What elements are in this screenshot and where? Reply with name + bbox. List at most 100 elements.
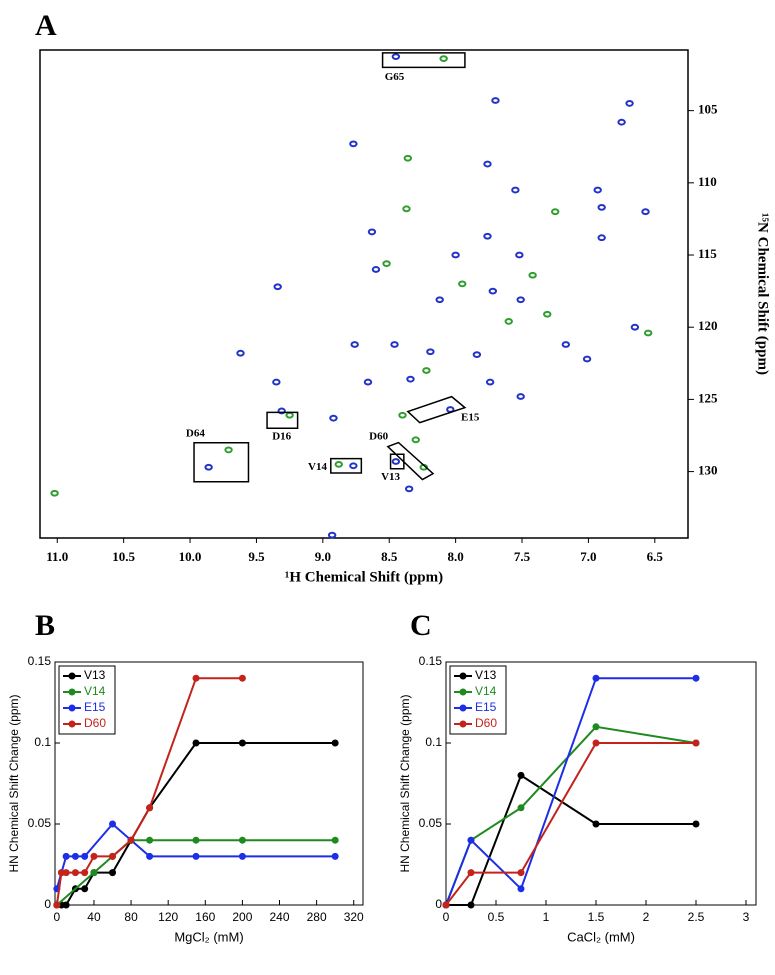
peak xyxy=(472,351,482,359)
data-point xyxy=(146,836,154,844)
peak xyxy=(204,463,213,471)
data-point xyxy=(238,836,246,844)
x-tick-label: 280 xyxy=(307,910,327,924)
y-tick-label: 0 xyxy=(435,897,442,911)
peak xyxy=(277,407,286,415)
region-label: D64 xyxy=(186,428,205,440)
peak xyxy=(404,485,414,493)
data-point xyxy=(331,836,339,844)
x-tick-label: 1 xyxy=(543,910,550,924)
y-tick-label: 110 xyxy=(698,174,717,189)
panel: A 11.0 10.5 10.0 9.5 9.0 8.5 8.0 7.5 7.0 6.5 105 110… xyxy=(35,9,771,586)
legend-marker xyxy=(68,720,76,728)
legend-marker xyxy=(68,688,76,696)
legend-label: D60 xyxy=(475,716,497,730)
legend-box xyxy=(58,665,116,735)
x-tick-label: 0.5 xyxy=(488,910,505,924)
peak xyxy=(367,228,377,236)
y-tick-label: 0 xyxy=(44,897,51,911)
peak xyxy=(273,283,282,291)
region-box xyxy=(386,441,435,481)
peak xyxy=(451,251,460,259)
data-point xyxy=(692,739,700,747)
x-tick-label: 8.0 xyxy=(447,549,463,564)
panel-label: B xyxy=(35,609,55,642)
x-tick-label: 40 xyxy=(87,910,101,924)
region-box xyxy=(266,411,299,430)
plot-frame xyxy=(54,661,364,906)
peak xyxy=(327,531,337,539)
y-tick-label: 0.1 xyxy=(425,735,442,749)
data-point xyxy=(62,901,70,909)
y-tick-label: 0.05 xyxy=(419,816,443,830)
series-line xyxy=(445,725,697,906)
peak xyxy=(435,296,444,304)
legend-marker xyxy=(68,672,76,680)
region-box xyxy=(406,395,467,424)
region-box xyxy=(389,453,405,470)
peak xyxy=(349,462,358,470)
data-point xyxy=(592,820,600,828)
y-tick-label: 0.15 xyxy=(419,654,443,668)
x-tick-label: 120 xyxy=(158,910,178,924)
region-label: V14 xyxy=(308,461,327,473)
x-tick-label: 2.5 xyxy=(688,910,705,924)
peak xyxy=(516,393,525,400)
peak xyxy=(458,280,467,288)
peak xyxy=(561,341,571,348)
peak xyxy=(426,348,435,356)
x-tick-label: 320 xyxy=(344,910,364,924)
legend-label: V14 xyxy=(475,684,497,698)
peak xyxy=(485,378,495,386)
peak xyxy=(597,203,606,211)
x-tick-label: 0 xyxy=(54,910,61,924)
data-point xyxy=(517,869,525,877)
peak xyxy=(329,414,338,422)
data-point xyxy=(238,739,246,747)
legend-marker xyxy=(459,688,467,696)
x-tick-label: 9.0 xyxy=(315,549,331,564)
peak xyxy=(491,97,500,104)
peak xyxy=(349,140,358,148)
peak xyxy=(483,160,492,168)
peak xyxy=(272,378,281,386)
y-tick-label: 0.1 xyxy=(34,735,51,749)
region-box xyxy=(330,457,363,474)
legend-label: V13 xyxy=(475,668,497,682)
data-point xyxy=(81,852,89,860)
peak xyxy=(593,186,602,194)
data-point xyxy=(331,739,339,747)
peak xyxy=(406,375,415,383)
data-point xyxy=(592,739,600,747)
legend-label: E15 xyxy=(84,700,106,714)
peak xyxy=(398,411,407,419)
peak xyxy=(641,208,650,216)
data-point xyxy=(467,869,475,877)
y-tick-label: 125 xyxy=(698,390,718,405)
peak xyxy=(625,100,634,107)
data-point xyxy=(62,869,70,877)
x-tick-label: 11.0 xyxy=(46,549,68,564)
legend-marker xyxy=(459,672,467,680)
legend-box xyxy=(449,665,507,735)
peak xyxy=(402,205,411,213)
panel-label: A xyxy=(35,9,57,42)
x-tick-label: 9.5 xyxy=(248,549,265,564)
x-axis-label: MgCl₂ (mM) xyxy=(174,929,243,944)
peak xyxy=(515,251,524,259)
data-point xyxy=(192,836,200,844)
region-box xyxy=(193,441,250,483)
data-point xyxy=(192,852,200,860)
x-tick-label: 7.5 xyxy=(514,549,531,564)
data-point xyxy=(109,869,117,877)
data-point xyxy=(467,901,475,909)
data-point xyxy=(238,674,246,682)
peak xyxy=(371,266,381,273)
peak xyxy=(236,349,245,357)
data-point xyxy=(71,869,79,877)
legend-label: E15 xyxy=(475,700,497,714)
peak xyxy=(516,296,525,304)
data-point xyxy=(192,674,200,682)
peak xyxy=(411,436,420,444)
